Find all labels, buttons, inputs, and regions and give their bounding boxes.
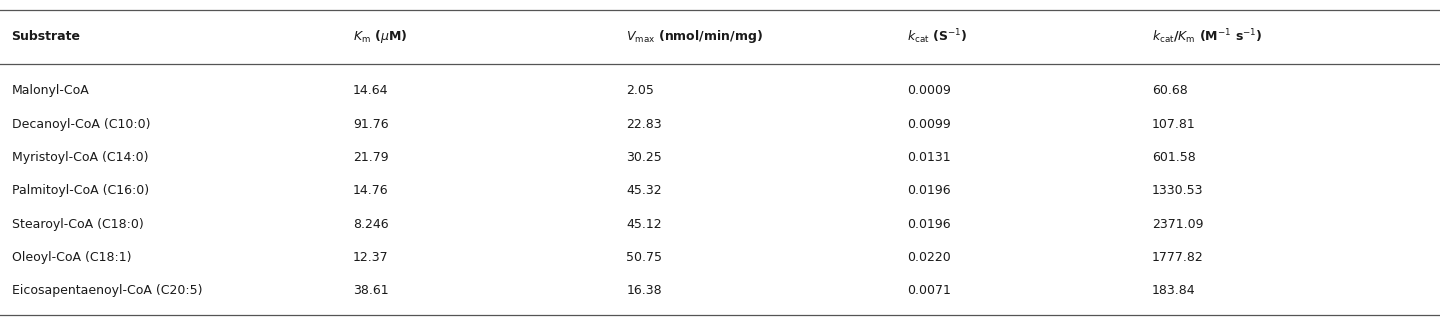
- Text: 38.61: 38.61: [353, 285, 389, 297]
- Text: Stearoyl-CoA (C18:0): Stearoyl-CoA (C18:0): [12, 218, 143, 231]
- Text: 107.81: 107.81: [1152, 118, 1195, 130]
- Text: 0.0009: 0.0009: [907, 84, 950, 97]
- Text: 14.64: 14.64: [353, 84, 389, 97]
- Text: 0.0196: 0.0196: [907, 218, 950, 231]
- Text: 2371.09: 2371.09: [1152, 218, 1204, 231]
- Text: Myristoyl-CoA (C14:0): Myristoyl-CoA (C14:0): [12, 151, 148, 164]
- Text: 1330.53: 1330.53: [1152, 184, 1204, 197]
- Text: 30.25: 30.25: [626, 151, 662, 164]
- Text: 12.37: 12.37: [353, 251, 389, 264]
- Text: $K_\mathrm{m}$ ($\mu$M): $K_\mathrm{m}$ ($\mu$M): [353, 28, 408, 45]
- Text: $k_\mathrm{cat}$/$K_\mathrm{m}$ (M$^{-1}$ s$^{-1}$): $k_\mathrm{cat}$/$K_\mathrm{m}$ (M$^{-1}…: [1152, 27, 1263, 46]
- Text: 601.58: 601.58: [1152, 151, 1195, 164]
- Text: 45.32: 45.32: [626, 184, 662, 197]
- Text: 1777.82: 1777.82: [1152, 251, 1204, 264]
- Text: Palmitoyl-CoA (C16:0): Palmitoyl-CoA (C16:0): [12, 184, 148, 197]
- Text: 8.246: 8.246: [353, 218, 389, 231]
- Text: 2.05: 2.05: [626, 84, 654, 97]
- Text: 21.79: 21.79: [353, 151, 389, 164]
- Text: 91.76: 91.76: [353, 118, 389, 130]
- Text: Substrate: Substrate: [12, 30, 81, 43]
- Text: 0.0071: 0.0071: [907, 285, 950, 297]
- Text: 14.76: 14.76: [353, 184, 389, 197]
- Text: Oleoyl-CoA (C18:1): Oleoyl-CoA (C18:1): [12, 251, 131, 264]
- Text: 183.84: 183.84: [1152, 285, 1195, 297]
- Text: 0.0099: 0.0099: [907, 118, 950, 130]
- Text: Eicosapentaenoyl-CoA (C20:5): Eicosapentaenoyl-CoA (C20:5): [12, 285, 202, 297]
- Text: $V_\mathrm{max}$ (nmol/min/mg): $V_\mathrm{max}$ (nmol/min/mg): [626, 28, 763, 45]
- Text: 0.0196: 0.0196: [907, 184, 950, 197]
- Text: Malonyl-CoA: Malonyl-CoA: [12, 84, 89, 97]
- Text: 45.12: 45.12: [626, 218, 662, 231]
- Text: 50.75: 50.75: [626, 251, 662, 264]
- Text: 0.0131: 0.0131: [907, 151, 950, 164]
- Text: 16.38: 16.38: [626, 285, 662, 297]
- Text: 0.0220: 0.0220: [907, 251, 950, 264]
- Text: $k_\mathrm{cat}$ (S$^{-1}$): $k_\mathrm{cat}$ (S$^{-1}$): [907, 27, 968, 46]
- Text: 22.83: 22.83: [626, 118, 662, 130]
- Text: 60.68: 60.68: [1152, 84, 1188, 97]
- Text: Decanoyl-CoA (C10:0): Decanoyl-CoA (C10:0): [12, 118, 150, 130]
